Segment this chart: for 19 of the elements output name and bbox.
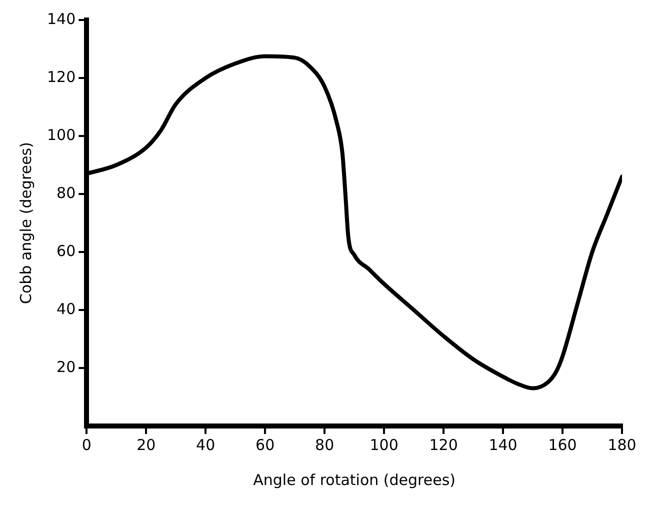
x-tick-label: 40 <box>196 436 216 454</box>
y-tick-label: 80 <box>56 184 76 202</box>
x-tick-label: 140 <box>488 436 518 454</box>
x-tick-label: 80 <box>315 436 334 454</box>
x-tick-label: 0 <box>82 436 92 454</box>
x-axis-title: Angle of rotation (degrees) <box>253 470 456 489</box>
y-tick-label: 20 <box>56 358 76 376</box>
y-tick-label: 100 <box>46 126 76 144</box>
y-tick-label: 60 <box>56 242 76 260</box>
y-axis-title: Cobb angle (degrees) <box>16 142 35 304</box>
x-tick-label: 120 <box>429 436 458 454</box>
y-tick-label: 120 <box>46 68 76 86</box>
x-tick-label: 100 <box>370 436 398 454</box>
x-tick-label: 60 <box>256 436 275 454</box>
x-tick-label: 20 <box>136 436 156 454</box>
x-tick-label: 160 <box>548 436 577 454</box>
y-tick-label: 140 <box>46 10 76 28</box>
x-tick-label: 180 <box>608 436 636 454</box>
y-tick-label: 40 <box>56 300 76 318</box>
